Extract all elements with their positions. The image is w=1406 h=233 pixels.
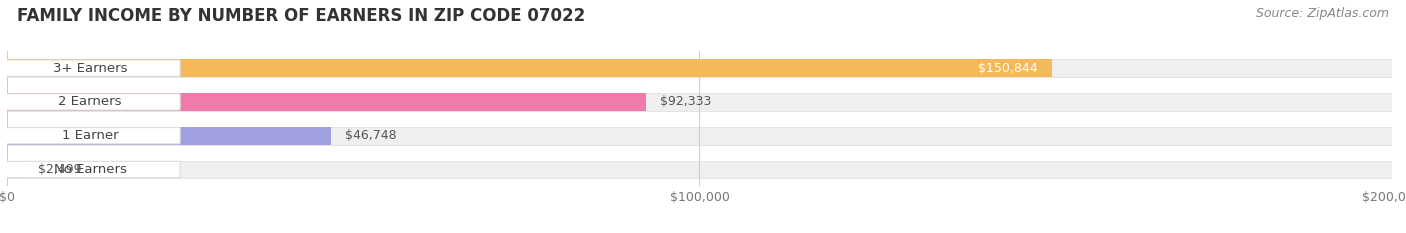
Bar (7, 93, 647, 111)
Text: Source: ZipAtlas.com: Source: ZipAtlas.com (1256, 7, 1389, 20)
Text: $150,844: $150,844 (979, 62, 1038, 75)
FancyBboxPatch shape (0, 161, 180, 178)
Bar (7, 59, 1392, 77)
Text: $46,748: $46,748 (344, 129, 396, 142)
Text: 2 Earners: 2 Earners (59, 96, 122, 108)
Bar (7, 127, 1392, 144)
Text: 1 Earner: 1 Earner (62, 129, 118, 142)
Text: $92,333: $92,333 (661, 96, 711, 108)
Bar (7, 127, 330, 144)
Text: No Earners: No Earners (53, 163, 127, 176)
Bar (7, 59, 1052, 77)
FancyBboxPatch shape (0, 60, 180, 76)
Bar (7, 161, 1392, 178)
Bar (7, 161, 24, 178)
Text: FAMILY INCOME BY NUMBER OF EARNERS IN ZIP CODE 07022: FAMILY INCOME BY NUMBER OF EARNERS IN ZI… (17, 7, 585, 25)
Text: $2,499: $2,499 (38, 163, 82, 176)
Bar (7, 93, 1392, 111)
FancyBboxPatch shape (0, 128, 180, 144)
FancyBboxPatch shape (0, 94, 180, 110)
Text: 3+ Earners: 3+ Earners (53, 62, 128, 75)
